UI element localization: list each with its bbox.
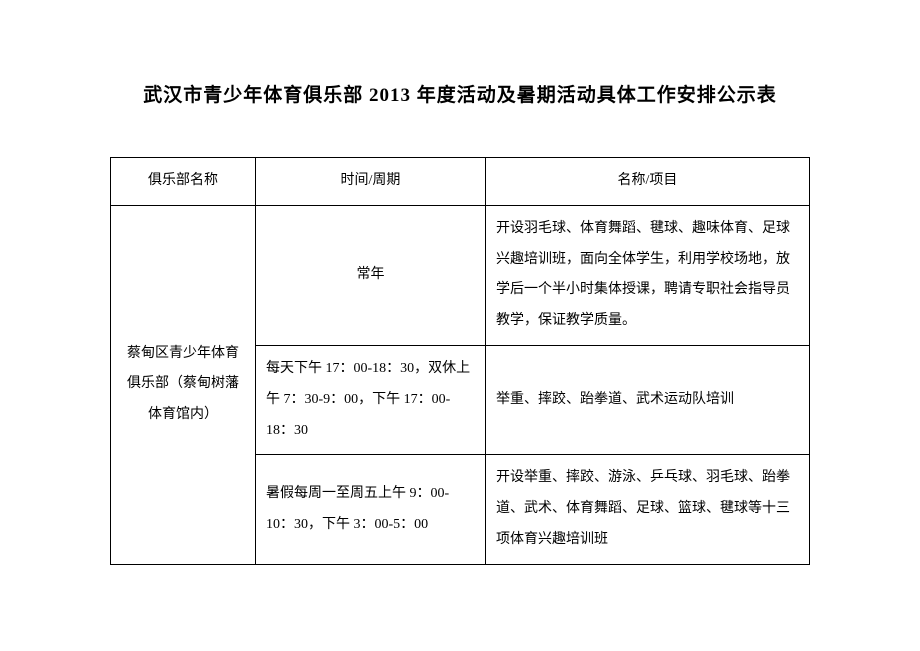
time-cell: 常年 [256, 205, 486, 345]
desc-cell: 开设举重、摔跤、游泳、乒乓球、羽毛球、跆拳道、武术、体育舞蹈、足球、篮球、毽球等… [486, 455, 810, 564]
club-name-cell: 蔡甸区青少年体育俱乐部（蔡甸树藩体育馆内） [111, 205, 256, 564]
page-title: 武汉市青少年体育俱乐部 2013 年度活动及暑期活动具体工作安排公示表 [110, 80, 810, 107]
header-project: 名称/项目 [486, 158, 810, 206]
table-row: 蔡甸区青少年体育俱乐部（蔡甸树藩体育馆内） 常年 开设羽毛球、体育舞蹈、毽球、趣… [111, 205, 810, 345]
header-time: 时间/周期 [256, 158, 486, 206]
table-header-row: 俱乐部名称 时间/周期 名称/项目 [111, 158, 810, 206]
header-club: 俱乐部名称 [111, 158, 256, 206]
time-cell: 暑假每周一至周五上午 9：00-10：30，下午 3：00-5：00 [256, 455, 486, 564]
schedule-table: 俱乐部名称 时间/周期 名称/项目 蔡甸区青少年体育俱乐部（蔡甸树藩体育馆内） … [110, 157, 810, 565]
time-cell: 每天下午 17：00-18：30，双休上午 7：30-9：00，下午 17：00… [256, 345, 486, 454]
desc-cell: 举重、摔跤、跆拳道、武术运动队培训 [486, 345, 810, 454]
desc-cell: 开设羽毛球、体育舞蹈、毽球、趣味体育、足球兴趣培训班，面向全体学生，利用学校场地… [486, 205, 810, 345]
